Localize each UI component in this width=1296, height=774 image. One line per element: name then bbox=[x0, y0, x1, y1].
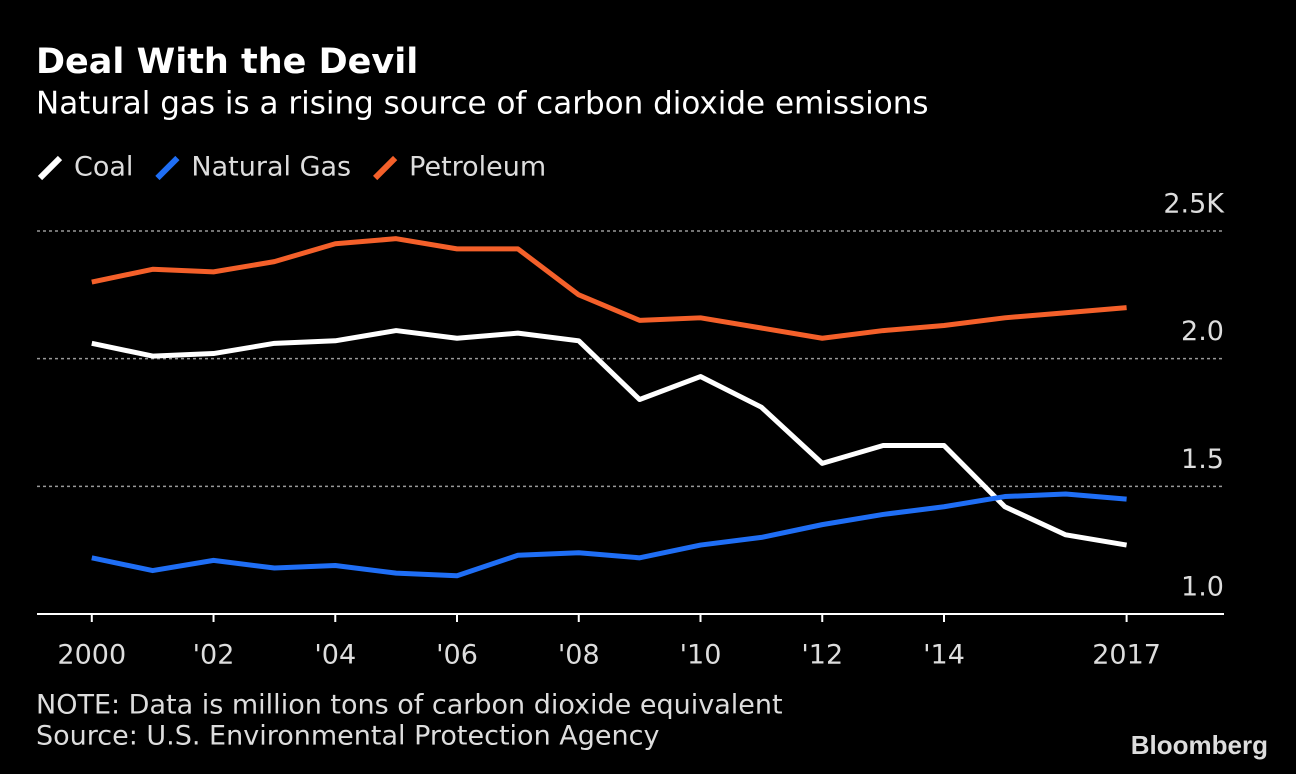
x-tick-label: '10 bbox=[680, 640, 722, 671]
legend-swatch bbox=[37, 155, 63, 181]
chart-title: Deal With the Devil bbox=[36, 42, 418, 82]
x-tick-label: 2000 bbox=[57, 640, 126, 671]
x-tick-label: '06 bbox=[436, 640, 478, 671]
legend-label: Coal bbox=[74, 152, 133, 183]
x-tick-label: '14 bbox=[923, 640, 965, 671]
y-tick-label: 2.0 bbox=[1181, 316, 1224, 347]
x-tick-label: '08 bbox=[558, 640, 600, 671]
source: Source: U.S. Environmental Protection Ag… bbox=[36, 721, 659, 752]
chart-subtitle: Natural gas is a rising source of carbon… bbox=[36, 86, 929, 122]
legend-swatch bbox=[373, 155, 398, 181]
note: NOTE: Data is million tons of carbon dio… bbox=[36, 690, 783, 721]
x-tick-label: 2017 bbox=[1092, 640, 1161, 671]
y-tick-label: 2.5K bbox=[1163, 189, 1225, 220]
x-tick-label: '02 bbox=[193, 640, 235, 671]
legend-swatch bbox=[155, 155, 180, 181]
y-tick-label: 1.5 bbox=[1181, 444, 1224, 475]
series-line bbox=[91, 328, 1128, 548]
brand-logo: Bloomberg bbox=[1131, 730, 1268, 760]
x-tick-label: '12 bbox=[801, 640, 843, 671]
series-line bbox=[91, 491, 1127, 579]
legend-label: Petroleum bbox=[409, 152, 546, 183]
legend-label: Natural Gas bbox=[191, 152, 351, 183]
series-line bbox=[91, 236, 1127, 341]
y-tick-label: 1.0 bbox=[1181, 572, 1224, 603]
x-tick-label: '04 bbox=[314, 640, 356, 671]
